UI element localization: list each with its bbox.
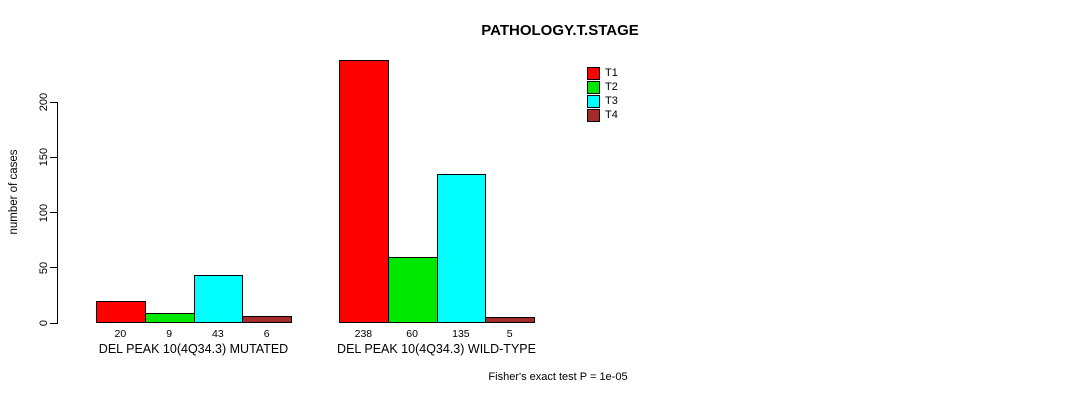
bar-value-label: 5 bbox=[506, 328, 513, 340]
group-label: DEL PEAK 10(4Q34.3) WILD-TYPE bbox=[337, 342, 536, 356]
legend-swatch-T1 bbox=[587, 67, 600, 80]
y-tick-label: 150 bbox=[38, 148, 50, 167]
bar-T4 bbox=[485, 317, 535, 323]
legend-label: T4 bbox=[605, 109, 618, 121]
bar-T4 bbox=[242, 316, 292, 323]
bar-value-label: 135 bbox=[452, 328, 470, 340]
y-tick-label: 50 bbox=[38, 261, 50, 274]
bar-T1 bbox=[339, 60, 389, 323]
legend-label: T3 bbox=[605, 95, 618, 107]
legend-label: T2 bbox=[605, 81, 618, 93]
bar-T1 bbox=[96, 300, 146, 323]
bar-T3 bbox=[193, 275, 244, 323]
bar-value-label: 43 bbox=[212, 328, 224, 340]
fisher-test-annotation: Fisher's exact test P = 1e-05 bbox=[488, 371, 628, 383]
y-tick-mark bbox=[50, 322, 58, 324]
y-axis-line bbox=[57, 102, 58, 324]
bar-value-label: 20 bbox=[114, 328, 127, 340]
bar-T2 bbox=[387, 256, 438, 323]
y-tick-mark bbox=[50, 101, 58, 103]
legend-swatch-T4 bbox=[587, 109, 600, 122]
bar-T3 bbox=[436, 173, 487, 323]
bar-T2 bbox=[144, 313, 195, 323]
legend-swatch-T2 bbox=[587, 81, 600, 94]
y-tick-label: 200 bbox=[38, 92, 50, 112]
group-label: DEL PEAK 10(4Q34.3) MUTATED bbox=[98, 342, 289, 356]
y-tick-mark bbox=[50, 156, 58, 158]
bar-value-label: 60 bbox=[406, 328, 418, 340]
y-tick-label: 100 bbox=[38, 203, 50, 222]
y-tick-mark bbox=[50, 267, 58, 269]
bar-value-label: 6 bbox=[263, 328, 270, 340]
bar-value-label: 9 bbox=[166, 328, 173, 340]
chart-title: PATHOLOGY.T.STAGE bbox=[481, 22, 639, 39]
y-tick-mark bbox=[50, 212, 58, 213]
y-axis-title: number of cases bbox=[8, 149, 20, 235]
y-tick-label: 0 bbox=[38, 319, 50, 327]
bar-value-label: 238 bbox=[354, 328, 373, 340]
legend-swatch-T3 bbox=[587, 95, 600, 108]
legend-label: T1 bbox=[605, 67, 618, 79]
